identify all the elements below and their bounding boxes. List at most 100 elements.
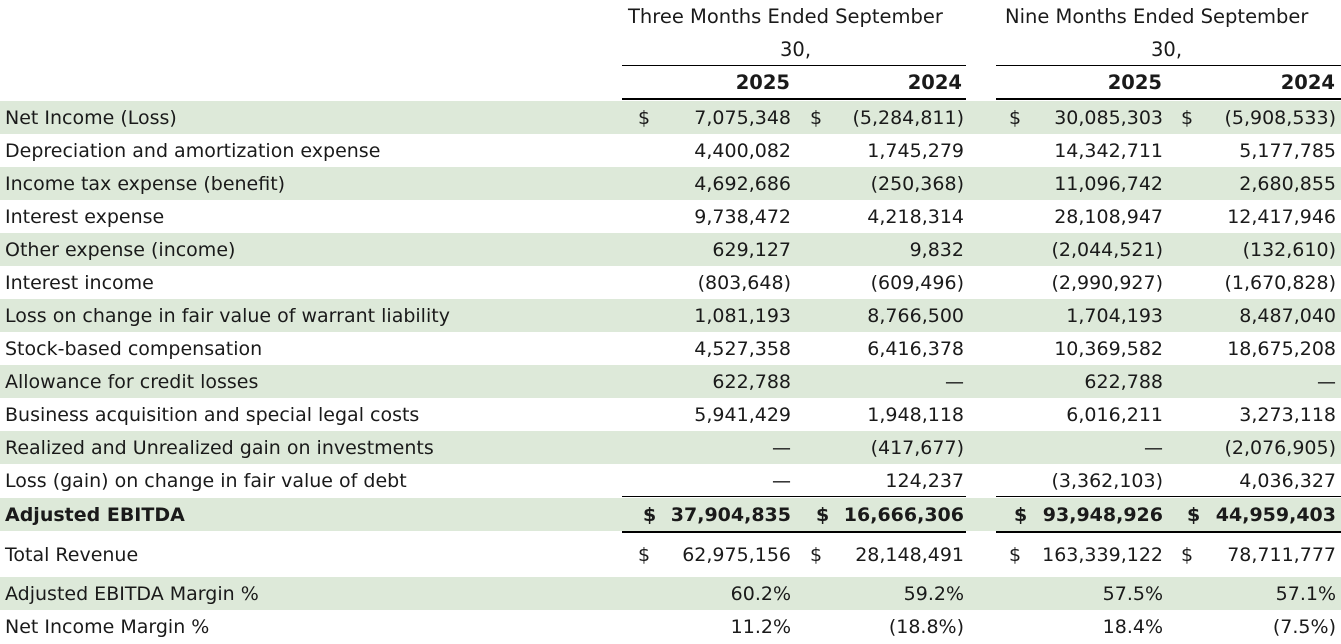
year-rule-three-months: [622, 98, 966, 100]
row-label: Adjusted EBITDA Margin %: [5, 583, 259, 605]
row-label: Loss on change in fair value of warrant …: [5, 305, 450, 327]
row-value: 44,959,403: [1215, 504, 1336, 526]
row-label: Net Income Margin %: [5, 616, 210, 638]
row-value: 28,108,947: [1054, 206, 1163, 228]
year-header: 2025: [735, 71, 790, 94]
three-months-header-line2: 30,: [780, 38, 812, 61]
dollar-sign: $: [1009, 544, 1022, 566]
total-bottom-rule-nine-months: [996, 531, 1341, 533]
row-value: 93,948,926: [1042, 504, 1163, 526]
row-label: Interest expense: [5, 206, 165, 228]
row-value: (2,044,521): [1051, 239, 1163, 261]
row-label: Business acquisition and special legal c…: [5, 404, 420, 426]
row-value: (2,076,905): [1224, 437, 1336, 459]
row-value: 124,237: [885, 470, 964, 492]
three-months-header-line1: Three Months Ended September: [628, 5, 943, 28]
row-value: 37,904,835: [670, 504, 791, 526]
total-top-rule-three-months: [622, 496, 966, 497]
row-value: 8,487,040: [1239, 305, 1336, 327]
dollar-sign: $: [638, 107, 651, 129]
row-value: (417,677): [870, 437, 964, 459]
row-value: 4,527,358: [694, 338, 791, 360]
total-top-rule-nine-months: [996, 496, 1341, 497]
row-value: (7.5%): [1272, 616, 1336, 638]
row-band: [0, 498, 1341, 531]
total-bottom-rule-three-months: [622, 531, 966, 533]
dollar-sign: $: [810, 544, 823, 566]
row-value: 4,218,314: [867, 206, 964, 228]
row-value: (5,284,811): [852, 107, 964, 129]
dollar-sign: $: [638, 544, 651, 566]
row-label: Stock-based compensation: [5, 338, 263, 360]
row-band: [0, 299, 1341, 332]
row-band: [0, 577, 1341, 610]
row-value: 163,339,122: [1042, 544, 1163, 566]
row-value: 1,948,118: [867, 404, 964, 426]
row-value: 60.2%: [730, 583, 791, 605]
row-value: 3,273,118: [1239, 404, 1336, 426]
row-value: 6,416,378: [867, 338, 964, 360]
dollar-sign: $: [810, 107, 823, 129]
row-label: Income tax expense (benefit): [5, 173, 286, 195]
row-value: 11.2%: [730, 616, 791, 638]
row-value: 622,788: [712, 371, 791, 393]
nine-months-header-line2: 30,: [1151, 38, 1183, 61]
row-value: 6,016,211: [1066, 404, 1163, 426]
row-value: (2,990,927): [1051, 272, 1163, 294]
row-value: (18.8%): [888, 616, 964, 638]
row-value: 57.1%: [1275, 583, 1336, 605]
row-value: 11,096,742: [1054, 173, 1163, 195]
row-value: 622,788: [1084, 371, 1163, 393]
row-band: [0, 365, 1341, 398]
row-value: (132,610): [1242, 239, 1336, 261]
row-band: [0, 167, 1341, 200]
row-value: 1,081,193: [694, 305, 791, 327]
row-value: 78,711,777: [1227, 544, 1336, 566]
row-value: 1,745,279: [867, 140, 964, 162]
header-rule-three-months: [622, 65, 966, 66]
row-value: 62,975,156: [682, 544, 791, 566]
row-label: Adjusted EBITDA: [5, 504, 185, 526]
row-value: —: [772, 470, 791, 492]
row-value: 1,704,193: [1066, 305, 1163, 327]
row-value: (803,648): [697, 272, 791, 294]
row-value: 16,666,306: [843, 504, 964, 526]
row-value: 9,738,472: [694, 206, 791, 228]
row-value: 9,832: [909, 239, 964, 261]
dollar-sign: $: [1181, 544, 1194, 566]
row-value: 629,127: [712, 239, 791, 261]
row-value: —: [1317, 371, 1336, 393]
year-rule-nine-months: [996, 98, 1341, 100]
year-header: 2024: [1280, 71, 1335, 94]
year-header: 2025: [1107, 71, 1162, 94]
row-value: (5,908,533): [1224, 107, 1336, 129]
row-label: Total Revenue: [5, 544, 139, 566]
row-label: Loss (gain) on change in fair value of d…: [5, 470, 407, 492]
row-label: Net Income (Loss): [5, 107, 177, 129]
row-value: 18,675,208: [1227, 338, 1336, 360]
row-value: (250,368): [870, 173, 964, 195]
row-label: Interest income: [5, 272, 154, 294]
row-value: —: [945, 371, 964, 393]
row-value: 5,177,785: [1239, 140, 1336, 162]
row-value: 59.2%: [903, 583, 964, 605]
row-value: 8,766,500: [867, 305, 964, 327]
row-label: Realized and Unrealized gain on investme…: [5, 437, 434, 459]
row-value: 57.5%: [1102, 583, 1163, 605]
dollar-sign: $: [1014, 504, 1028, 526]
row-value: —: [1144, 437, 1163, 459]
row-band: [0, 431, 1341, 464]
dollar-sign: $: [643, 504, 657, 526]
row-label: Depreciation and amortization expense: [5, 140, 381, 162]
row-value: —: [772, 437, 791, 459]
row-band: [0, 233, 1341, 266]
row-value: 14,342,711: [1054, 140, 1163, 162]
row-value: (3,362,103): [1051, 470, 1163, 492]
row-value: 4,036,327: [1239, 470, 1336, 492]
row-label: Allowance for credit losses: [5, 371, 259, 393]
row-label: Other expense (income): [5, 239, 236, 261]
row-value: 4,692,686: [694, 173, 791, 195]
row-value: 30,085,303: [1054, 107, 1163, 129]
dollar-sign: $: [1187, 504, 1201, 526]
